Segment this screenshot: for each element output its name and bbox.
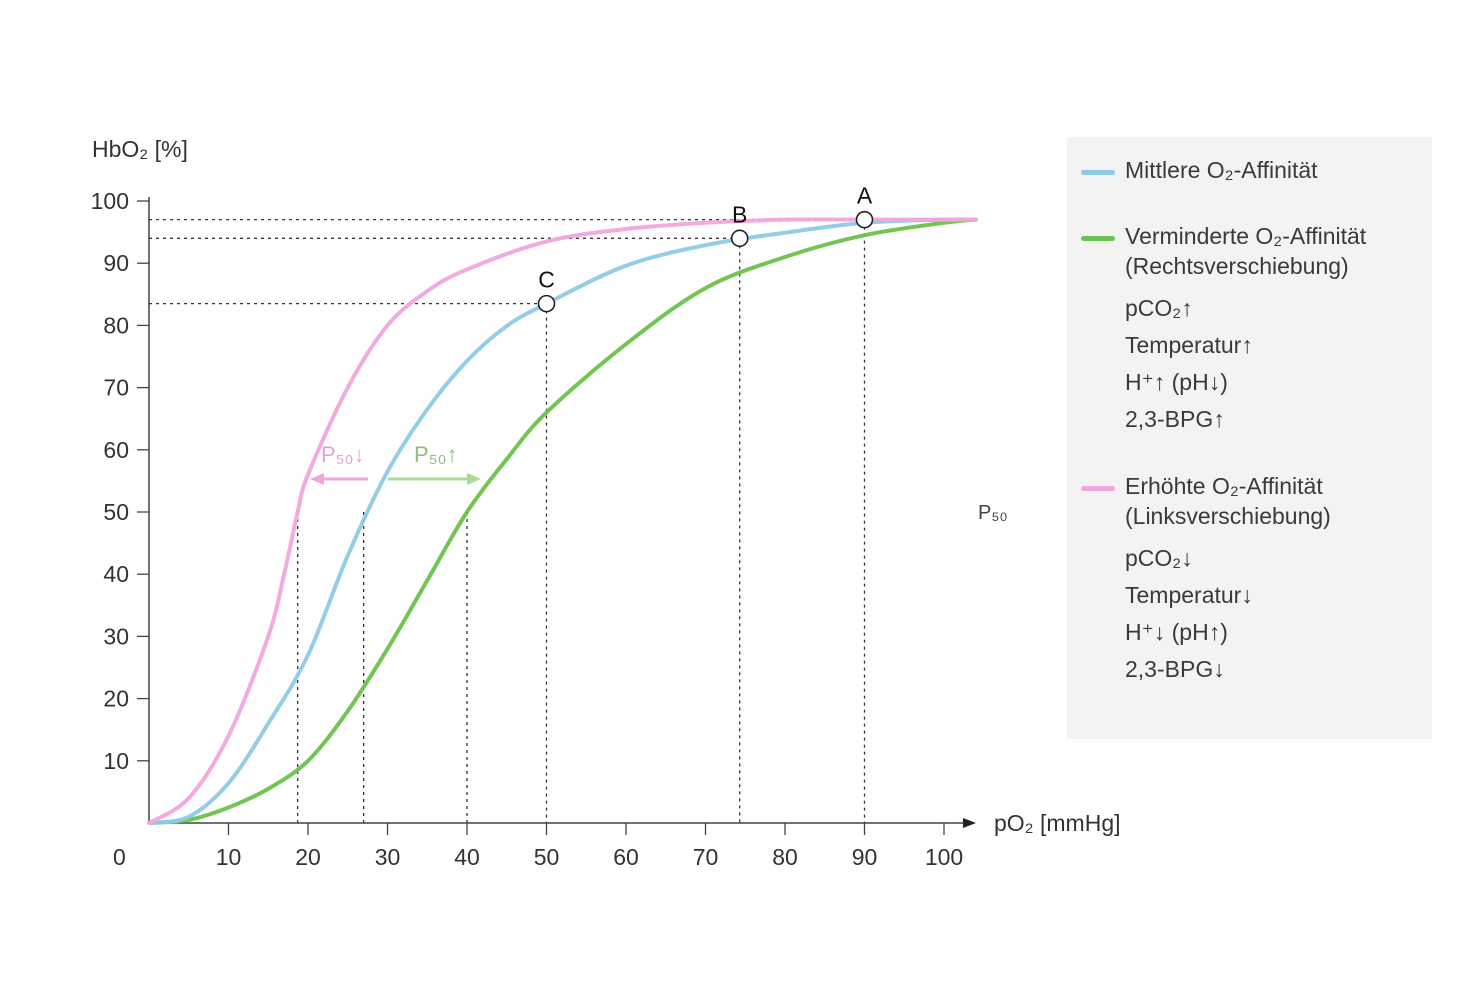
- legend-swatch-decreased: [1081, 236, 1115, 241]
- curve-series-1: [147, 217, 978, 825]
- y-tick-label: 30: [103, 623, 129, 649]
- point-marker-C: [537, 294, 556, 313]
- p50-up-annotation: P₅₀↑: [414, 442, 458, 467]
- p50-left-arrow-head: [310, 473, 324, 486]
- legend-swatch-medium: [1081, 170, 1115, 175]
- factor-item: Temperatur↓: [1125, 582, 1253, 608]
- y-tick-label: 80: [103, 312, 129, 338]
- y-tick-label: 60: [103, 437, 129, 463]
- x-tick-label: 20: [295, 844, 321, 870]
- y-tick-label: 20: [103, 686, 129, 712]
- x-axis-arrow: [963, 818, 976, 828]
- x-tick-label: 80: [772, 844, 798, 870]
- point-label-A: A: [857, 183, 873, 209]
- x-tick-label: 50: [534, 844, 560, 870]
- legend-sublabel-decreased: (Rechtsverschiebung): [1125, 253, 1349, 279]
- x-tick-label: 30: [375, 844, 401, 870]
- y-tick-label: 90: [103, 250, 129, 276]
- x-tick-label: 10: [216, 844, 242, 870]
- legend-label-medium: Mittlere O₂-Affinität: [1125, 157, 1318, 183]
- point-marker-A: [855, 210, 874, 229]
- legend-panel: Mittlere O₂-Affinität Verminderte O₂-Aff…: [1067, 137, 1432, 739]
- factor-item: 2,3-BPG↓: [1125, 656, 1225, 682]
- p50-right-arrow-head: [467, 473, 481, 486]
- legend-swatch-increased: [1081, 486, 1115, 491]
- factor-item: H⁺↑ (pH↓): [1125, 369, 1228, 395]
- x-tick-label: 90: [852, 844, 878, 870]
- x-axis-label: pO₂ [mmHg]: [994, 810, 1121, 836]
- y-tick-label: 50: [103, 499, 129, 525]
- x-tick-label: 100: [925, 844, 963, 870]
- point-label-C: C: [538, 267, 555, 293]
- factor-item: pCO₂↑: [1125, 295, 1193, 321]
- x-tick-label: 40: [454, 844, 480, 870]
- curve-series-0: [147, 217, 978, 825]
- factor-item: pCO₂↓: [1125, 545, 1193, 571]
- y-tick-label: 40: [103, 561, 129, 587]
- factor-item: 2,3-BPG↑: [1125, 406, 1225, 432]
- x-tick-label: 70: [693, 844, 719, 870]
- y-tick-label: 100: [91, 188, 129, 214]
- factor-item: H⁺↓ (pH↑): [1125, 619, 1228, 645]
- x-tick-label: 60: [613, 844, 639, 870]
- legend-label-increased: Erhöhte O₂-Affinität: [1125, 473, 1323, 499]
- y-axis-label: HbO₂ [%]: [92, 136, 188, 162]
- factor-item: Temperatur↑: [1125, 332, 1253, 358]
- point-marker-B: [730, 229, 749, 248]
- legend-label-decreased: Verminderte O₂-Affinität: [1125, 223, 1367, 249]
- y-tick-label: 70: [103, 375, 129, 401]
- curve-series-2: [147, 217, 978, 825]
- y-tick-label: 10: [103, 748, 129, 774]
- legend-sublabel-increased: (Linksverschiebung): [1125, 503, 1331, 529]
- origin-label: 0: [113, 844, 126, 870]
- point-label-B: B: [732, 201, 747, 227]
- p50-line-label: P₅₀: [978, 502, 1008, 524]
- p50-down-annotation: P₅₀↓: [321, 442, 365, 467]
